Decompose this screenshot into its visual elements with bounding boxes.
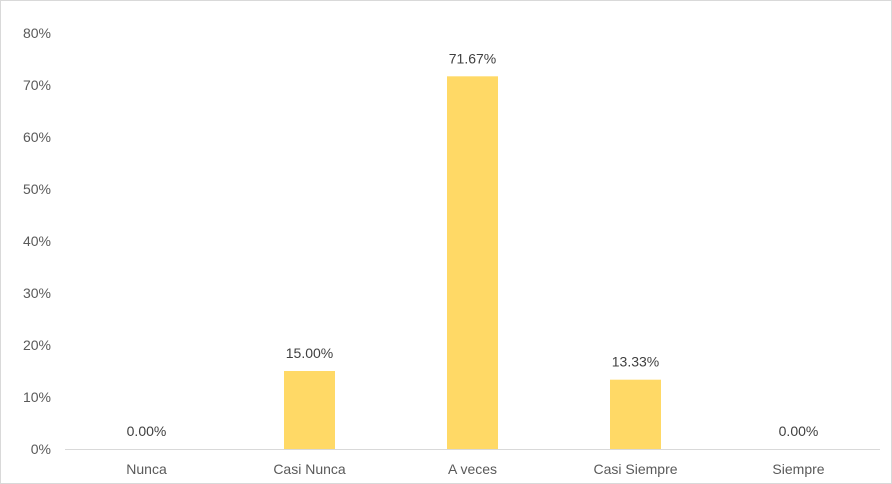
x-category-label: A veces <box>448 461 497 477</box>
data-label: 71.67% <box>449 50 496 66</box>
y-tick-label: 20% <box>23 337 51 353</box>
bars <box>284 76 661 449</box>
y-tick-label: 70% <box>23 77 51 93</box>
category-labels: Nunca Casi Nunca A veces Casi Siempre Siempr… <box>126 461 825 477</box>
x-category-label: Nunca <box>126 461 167 477</box>
data-label: 0.00% <box>127 423 167 439</box>
y-axis-ticks: 0% 10% 20% 30% 40% 50% 60% 70% 80% <box>23 25 51 457</box>
y-tick-label: 0% <box>31 441 51 457</box>
bar-casi-nunca <box>284 371 335 449</box>
y-tick-label: 60% <box>23 129 51 145</box>
y-tick-label: 50% <box>23 181 51 197</box>
y-tick-label: 10% <box>23 389 51 405</box>
x-category-label: Siempre <box>772 461 824 477</box>
y-tick-label: 80% <box>23 25 51 41</box>
x-category-label: Casi Siempre <box>593 461 677 477</box>
data-label: 13.33% <box>612 354 659 370</box>
y-tick-label: 30% <box>23 285 51 301</box>
y-tick-label: 40% <box>23 233 51 249</box>
data-label: 0.00% <box>779 423 819 439</box>
bar-casi-siempre <box>610 380 661 449</box>
data-label: 15.00% <box>286 345 333 361</box>
bar-a-veces <box>447 76 498 449</box>
x-category-label: Casi Nunca <box>273 461 346 477</box>
